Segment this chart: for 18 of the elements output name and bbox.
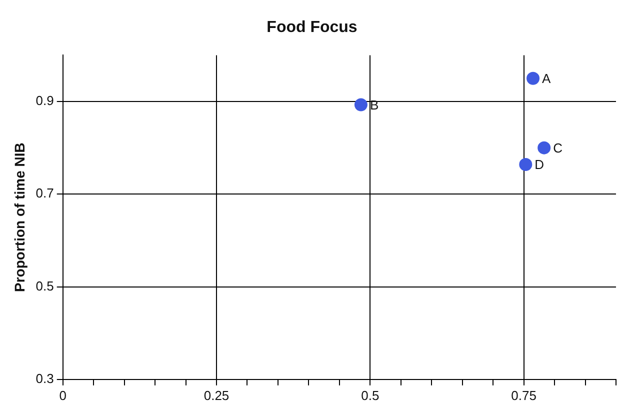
- chart-title: Food Focus: [266, 19, 358, 36]
- y-tick-label: 0.9: [36, 93, 54, 108]
- x-tick-label: 0.25: [204, 388, 230, 403]
- point: [526, 72, 540, 85]
- annotation: A: [542, 70, 552, 86]
- x-tick-label: 0: [59, 388, 66, 403]
- x-tick-label: 0.75: [511, 388, 536, 403]
- point: [354, 98, 368, 112]
- point: [519, 158, 532, 171]
- point: [538, 141, 551, 154]
- annotation: B: [370, 97, 379, 112]
- x-tick-label: 0.5: [361, 388, 380, 403]
- annotation: D: [534, 157, 544, 172]
- y-tick-label: 0.3: [36, 370, 54, 386]
- y-tick-label: 0.7: [36, 186, 54, 201]
- annotation: C: [553, 140, 562, 156]
- y-tick-label: 0.5: [36, 278, 54, 294]
- y-axis-title: Proportion of time NIB: [11, 142, 28, 292]
